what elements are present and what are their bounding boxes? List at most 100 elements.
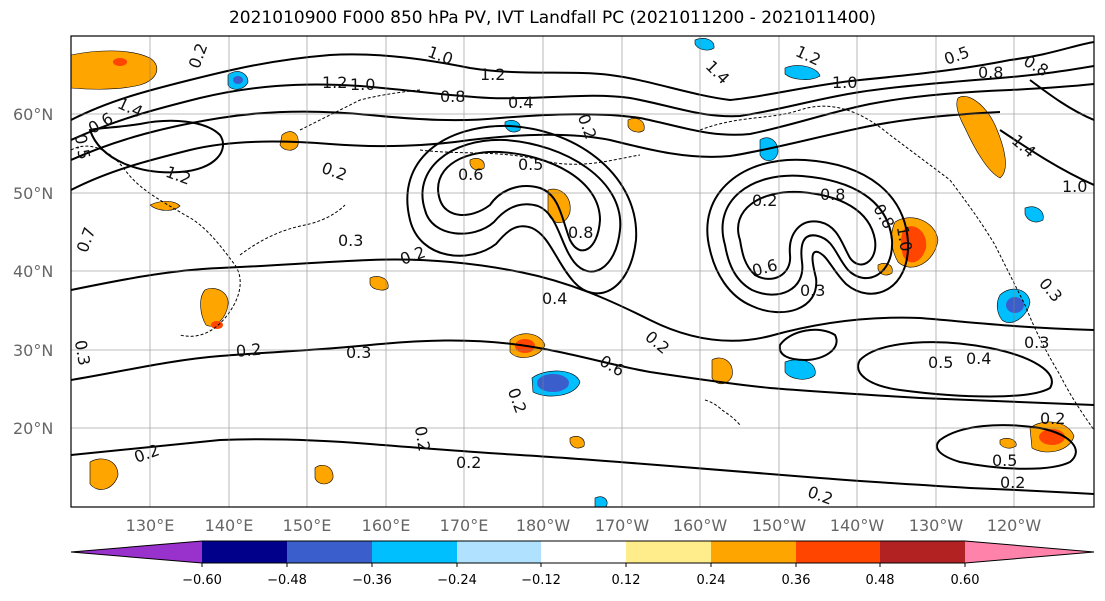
colorbar-segment-4: [457, 541, 541, 563]
contour-label: 0.5: [928, 353, 953, 372]
pv-contour: [721, 174, 894, 296]
colorbar-label: −0.12: [521, 573, 561, 588]
colorbar-segment-3: [372, 541, 457, 563]
colorbar-segment-1: [202, 541, 287, 563]
colorbar-label: −0.48: [267, 573, 307, 588]
pv-contour: [71, 438, 1094, 495]
blue-patch: [1024, 206, 1044, 223]
coastline-hawaii: [704, 399, 741, 426]
contour-label: 0.3: [800, 281, 825, 300]
lat-label: 30°N: [13, 341, 53, 360]
pv-contour: [999, 129, 1094, 186]
contour-label: 0.8: [568, 223, 593, 242]
colorbar-label: −0.60: [182, 573, 222, 588]
orange-patch: [369, 276, 389, 291]
lon-label: 160°W: [673, 516, 728, 535]
colorbar-tick-labels: −0.60 −0.48 −0.36 −0.24 −0.12 0.12 0.24 …: [182, 573, 979, 588]
blue-patch: [594, 496, 608, 507]
contour-label: 0.2: [1040, 409, 1065, 428]
longitude-labels: 130°E 140°E 150°E 160°E 170°E 180°W 170°…: [126, 516, 1042, 535]
latitude-labels: 60°N 50°N 40°N 30°N 20°N: [13, 105, 53, 438]
colorbar-ticks: [201, 563, 966, 567]
contour-label: 0.2: [411, 425, 434, 453]
pv-contour: [778, 328, 838, 362]
pv-contour: [857, 341, 1053, 398]
orange-patch: [999, 438, 1017, 449]
orange-patch: [71, 50, 158, 90]
pv-contour: [88, 119, 225, 174]
contour-label: 0.6: [458, 165, 483, 184]
lat-label: 50°N: [13, 184, 53, 203]
orange-patch: [314, 465, 334, 485]
orange-patch: [956, 96, 1006, 179]
contour-label: 0.8: [440, 87, 465, 106]
colorbar-label: 0.12: [612, 573, 641, 588]
red-patch: [113, 58, 127, 66]
lon-label: 150°E: [283, 516, 332, 535]
orange-patch: [89, 458, 119, 490]
lon-label: 130°E: [126, 516, 175, 535]
lon-label: 180°W: [516, 516, 571, 535]
lon-label: 170°W: [595, 516, 650, 535]
contour-label: 0.8: [978, 63, 1003, 82]
contour-label: 0.5: [518, 155, 543, 174]
map-frame: [70, 35, 1095, 508]
contour-label: 1.2: [480, 65, 505, 84]
contour-label: 1.0: [893, 225, 916, 253]
contour-labels: 1.0 1.2 1.0 1.2 1.4 0.8 0.4 0.2 1.2 1.4 …: [71, 41, 1087, 507]
pv-contour: [71, 258, 1094, 342]
colorbar-segment-6: [626, 541, 711, 563]
coastline-kamchatka: [299, 89, 421, 131]
red-patch: [211, 321, 223, 329]
colorbar-segment-0: [71, 541, 202, 563]
contour-label: 1.2: [322, 73, 347, 92]
contour-label: 0.2: [235, 340, 262, 361]
contour-label: 1.0: [350, 75, 375, 94]
map-gridlines: [71, 36, 1094, 507]
contour-label: 0.3: [338, 231, 363, 250]
lon-label: 120°W: [987, 516, 1042, 535]
colorbar: [70, 540, 1095, 564]
colorbar-label: −0.24: [437, 573, 477, 588]
pv-contour: [935, 424, 1077, 470]
contour-label: 0.5: [992, 451, 1017, 470]
orange-patch: [627, 118, 645, 133]
blue-patch: [784, 65, 821, 80]
contour-label: 0.4: [542, 289, 567, 308]
blue-patch: [537, 374, 569, 392]
coastline-asia: [71, 145, 241, 337]
contour-label: 0.2: [456, 453, 481, 472]
contour-label: 0.3: [71, 339, 94, 367]
coastline-alaska: [699, 105, 951, 181]
map-panel: [71, 36, 1094, 507]
colorbar-segment-8: [796, 541, 880, 563]
pv-contour: [71, 65, 1094, 141]
coastline-kurils: [239, 204, 346, 256]
contour-label: 0.2: [1000, 473, 1025, 492]
colorbar-label: 0.36: [782, 573, 811, 588]
contour-label: 1.0: [1062, 177, 1087, 196]
contour-label: 0.4: [508, 93, 533, 112]
colorbar-segment-2: [287, 541, 372, 563]
pv-contour: [706, 158, 910, 314]
contour-label: 0.5: [71, 133, 94, 161]
pv-contour: [437, 150, 602, 252]
colorbar-segment-7: [711, 541, 796, 563]
colorbar-segment-5: [541, 541, 626, 563]
colorbar-label: 0.60: [951, 573, 980, 588]
colorbar-segment-10: [965, 541, 1094, 563]
lat-label: 20°N: [13, 419, 53, 438]
contour-label: 0.4: [966, 349, 991, 368]
contour-label: 0.3: [1024, 333, 1049, 352]
pv-contour: [1029, 79, 1094, 121]
blue-patch: [1006, 297, 1024, 313]
contour-label: 0.8: [820, 185, 845, 204]
coastline-nw-america: [949, 179, 1094, 431]
contour-label: 1.0: [832, 73, 857, 92]
lon-label: 150°W: [752, 516, 807, 535]
lon-label: 140°W: [830, 516, 885, 535]
blue-patch: [233, 76, 243, 84]
lat-label: 60°N: [13, 105, 53, 124]
lon-label: 140°E: [205, 516, 254, 535]
